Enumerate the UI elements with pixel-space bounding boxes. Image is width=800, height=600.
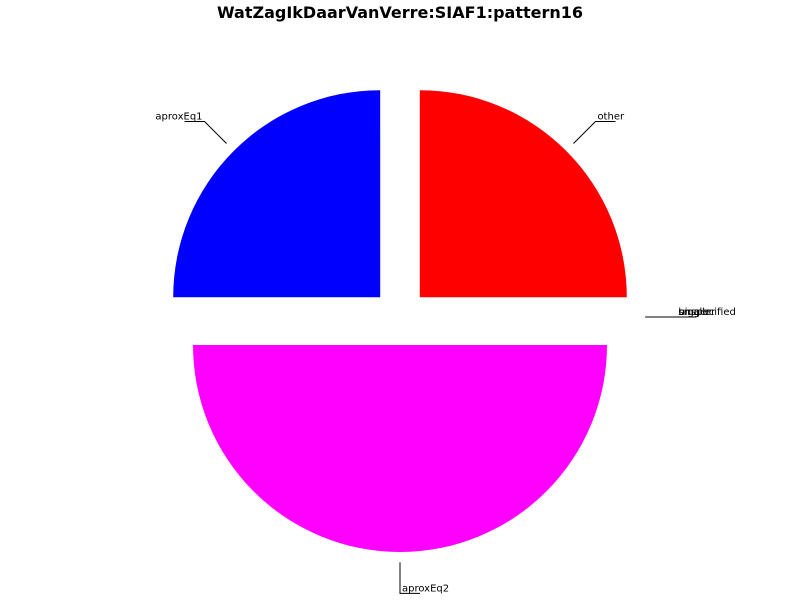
slice-label-aproxeq1: aproxEq1 [155, 112, 202, 123]
chart-title: WatZagIkDaarVanVerre:SIAF1:pattern16 [217, 3, 583, 22]
leader-line-aproxeq2 [399, 562, 420, 594]
slice-label-other: other [597, 112, 625, 123]
slice-label-smaller: smaller [678, 307, 716, 318]
pie-slice-other [419, 90, 627, 298]
slice-label-bigger: bigger [678, 307, 711, 318]
pie-slice-aproxeq1 [173, 90, 381, 298]
slice-label-unspecified: unspecified [678, 307, 735, 318]
leader-line-other [573, 121, 616, 144]
leader-line-aproxeq1 [184, 121, 227, 144]
labels-layer: other aproxEq1 aproxEq2 biggersmallerunspec… [155, 112, 735, 595]
slices-layer [173, 90, 627, 552]
pie-slice-aproxeq2 [193, 345, 607, 552]
slice-label-aproxeq2: aproxEq2 [402, 583, 449, 594]
